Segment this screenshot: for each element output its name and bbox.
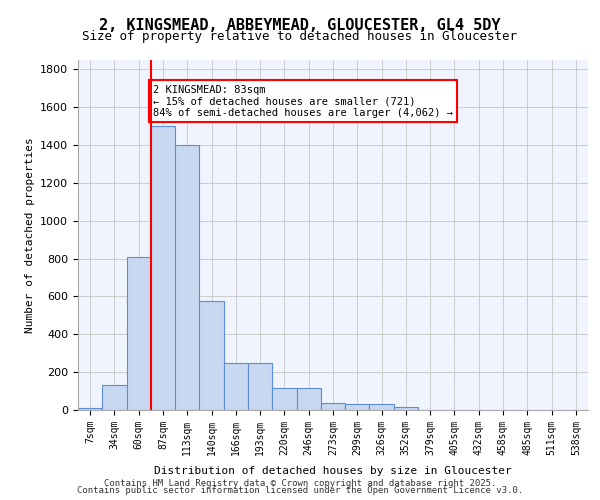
- Bar: [175, 145, 199, 410]
- Bar: [370, 404, 394, 410]
- Bar: [224, 362, 248, 410]
- X-axis label: Distribution of detached houses by size in Gloucester: Distribution of detached houses by size …: [154, 466, 512, 476]
- Bar: [78, 408, 102, 410]
- Bar: [102, 386, 127, 410]
- Text: 2 KINGSMEAD: 83sqm
← 15% of detached houses are smaller (721)
84% of semi-detach: 2 KINGSMEAD: 83sqm ← 15% of detached hou…: [153, 84, 453, 118]
- Y-axis label: Number of detached properties: Number of detached properties: [25, 137, 35, 333]
- Text: Contains HM Land Registry data © Crown copyright and database right 2025.: Contains HM Land Registry data © Crown c…: [104, 478, 496, 488]
- Text: Size of property relative to detached houses in Gloucester: Size of property relative to detached ho…: [83, 30, 517, 43]
- Bar: [394, 407, 418, 410]
- Bar: [127, 257, 151, 410]
- Text: 2, KINGSMEAD, ABBEYMEAD, GLOUCESTER, GL4 5DY: 2, KINGSMEAD, ABBEYMEAD, GLOUCESTER, GL4…: [99, 18, 501, 32]
- Bar: [248, 362, 272, 410]
- Bar: [321, 404, 345, 410]
- Text: Contains public sector information licensed under the Open Government Licence v3: Contains public sector information licen…: [77, 486, 523, 495]
- Bar: [151, 126, 175, 410]
- Bar: [296, 388, 321, 410]
- Bar: [345, 404, 370, 410]
- Bar: [199, 301, 224, 410]
- Bar: [272, 388, 296, 410]
